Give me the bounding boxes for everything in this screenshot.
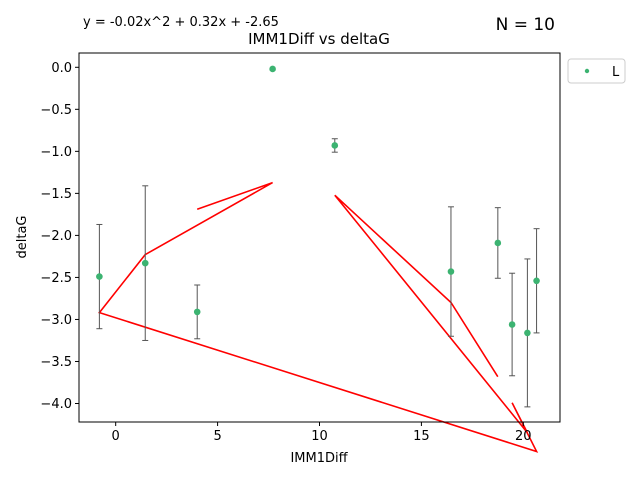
x-tick-label: 0 [112,429,120,444]
data-point-6 [494,239,502,247]
legend-box [567,58,626,84]
data-point-5 [447,268,455,275]
data-point-8 [524,329,531,337]
y-tick-label: −3.5 [40,355,72,370]
legend-label: L [612,65,620,80]
equation-label: y = -0.02x^2 + 0.32x + -2.65 [83,15,279,30]
fit-curve [98,181,539,453]
y-axis-label: deltaG [15,216,30,259]
y-tick-label: −1.0 [40,145,72,160]
data-point-0 [96,273,103,280]
x-tick-label: 20 [515,429,532,444]
chart-title: IMM1Diff vs deltaG [248,30,390,48]
y-tick-label: −2.5 [40,271,72,286]
fit-curve-group [98,181,539,453]
data-point-4 [331,142,339,149]
y-tick-label: −1.5 [40,187,72,202]
y-tick-label: −2.0 [40,229,72,244]
x-tick-label: 5 [213,429,221,444]
data-point-9 [533,277,540,285]
data-point-3 [269,65,276,73]
points-group [96,65,540,337]
x-axis-label: IMM1Diff [290,451,348,466]
plot-area [79,53,560,422]
y-ticks-group: 0.0 −0.5 −1.0 −1.5 −2.0 −2.5 −3.0 −3.5 −4.0 [40,61,79,412]
x-tick-label: 10 [311,429,328,444]
y-tick-label: −4.0 [40,397,72,412]
x-ticks-group: 0 5 10 15 20 [112,422,532,444]
x-tick-label: 15 [413,429,430,444]
y-tick-label: −0.5 [40,103,72,118]
legend-marker [584,68,590,74]
legend: L [567,58,626,84]
y-tick-label: −3.0 [40,313,72,328]
data-point-7 [508,321,516,328]
data-point-1 [141,259,149,267]
n-label: N = 10 [496,15,555,35]
y-tick-label: 0.0 [51,61,72,76]
data-point-2 [193,308,201,316]
